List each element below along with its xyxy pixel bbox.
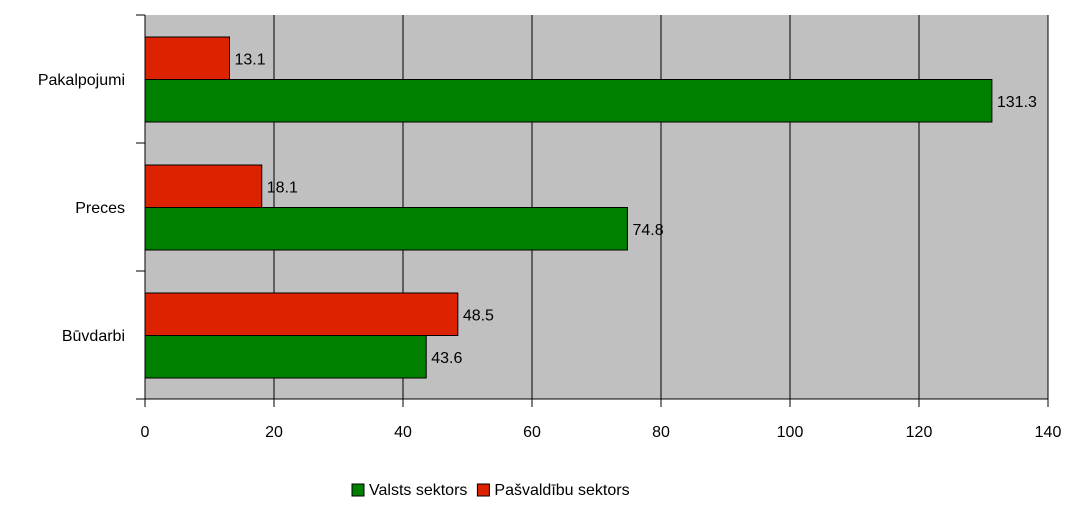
data-label: 13.1 [234, 51, 265, 68]
bar [144, 164, 263, 208]
x-tick-label: 40 [394, 424, 412, 441]
x-tick-label: 120 [906, 424, 933, 441]
legend: Valsts sektors Pašvaldību sektors [351, 482, 630, 499]
legend-label: Pašvaldību sektors [494, 482, 629, 499]
category-label: Preces [75, 200, 125, 217]
x-tick-label: 140 [1035, 424, 1062, 441]
x-tick-label: 80 [652, 424, 670, 441]
labels: 13.1 131.3 Pakalpojumi 18.1 74.8 Preces 48.5 43… [38, 51, 1062, 441]
data-label: 74.8 [632, 222, 663, 239]
x-tick-label: 100 [777, 424, 804, 441]
legend-label: Valsts sektors [369, 482, 467, 499]
bar [144, 36, 230, 80]
data-label: 48.5 [463, 307, 494, 324]
category-label: Būvdarbi [62, 328, 125, 345]
bars [144, 36, 993, 379]
x-tick-label: 20 [265, 424, 283, 441]
bar [144, 292, 459, 336]
bar [144, 335, 427, 379]
data-label: 18.1 [267, 179, 298, 196]
data-label: 131.3 [997, 94, 1037, 111]
legend-swatch [476, 483, 490, 497]
legend-swatch [351, 483, 365, 497]
category-label: Pakalpojumi [38, 72, 125, 89]
bar [144, 207, 628, 251]
bar [144, 79, 993, 123]
x-tick-label: 0 [141, 424, 150, 441]
data-label: 43.6 [431, 350, 462, 367]
axes [136, 14, 1049, 407]
x-tick-label: 60 [523, 424, 541, 441]
